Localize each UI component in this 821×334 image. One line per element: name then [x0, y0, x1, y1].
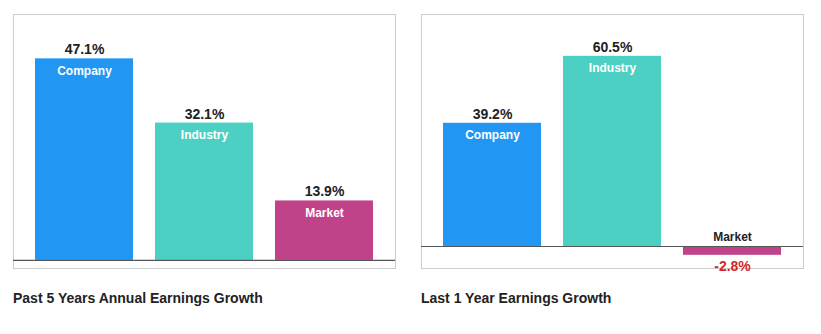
svg-text:Industry: Industry	[589, 61, 637, 75]
svg-text:Industry: Industry	[181, 128, 229, 142]
svg-text:Company: Company	[57, 64, 112, 78]
svg-text:60.5%: 60.5%	[593, 39, 633, 55]
html-text:Last 1 Year Earnings Growth: Last 1 Year Earnings Growth	[421, 290, 612, 306]
svg-text:39.2%: 39.2%	[473, 106, 513, 122]
svg-text:Market: Market	[305, 206, 344, 220]
html-text:Past 5 Years Annual Earnings G: Past 5 Years Annual Earnings Growth	[13, 290, 263, 306]
svg-text:-2.8%: -2.8%	[714, 258, 751, 274]
svg-text:Company: Company	[465, 128, 520, 142]
svg-text:47.1%: 47.1%	[65, 41, 105, 57]
svg-text:32.1%: 32.1%	[185, 106, 225, 122]
svg-text:Market: Market	[713, 230, 752, 244]
svg-text:13.9%: 13.9%	[305, 183, 345, 199]
